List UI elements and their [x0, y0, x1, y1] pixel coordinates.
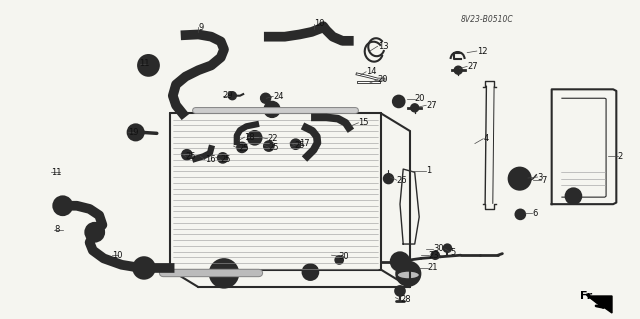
- Text: 30: 30: [339, 252, 349, 261]
- Text: Fr.: Fr.: [580, 291, 595, 301]
- Text: 30: 30: [433, 244, 444, 253]
- Text: 8V23-B0510C: 8V23-B0510C: [461, 15, 513, 24]
- Text: 9: 9: [198, 23, 204, 32]
- Text: 3: 3: [538, 173, 543, 182]
- Circle shape: [58, 201, 68, 211]
- Circle shape: [214, 262, 234, 282]
- Circle shape: [444, 244, 451, 252]
- Circle shape: [393, 95, 404, 108]
- Circle shape: [137, 261, 151, 275]
- Circle shape: [210, 259, 238, 287]
- Circle shape: [399, 265, 417, 283]
- Text: 7: 7: [541, 176, 546, 185]
- Text: 26: 26: [397, 176, 408, 185]
- Text: 15: 15: [358, 118, 369, 127]
- Circle shape: [248, 131, 262, 145]
- Circle shape: [302, 264, 319, 280]
- Circle shape: [220, 154, 226, 161]
- Circle shape: [291, 139, 301, 149]
- Text: 10: 10: [314, 19, 324, 28]
- Circle shape: [131, 127, 141, 137]
- Text: 25: 25: [269, 143, 279, 152]
- Text: 20: 20: [378, 75, 388, 84]
- Circle shape: [213, 263, 235, 284]
- Circle shape: [251, 134, 259, 142]
- Text: 12: 12: [477, 47, 487, 56]
- Text: 22: 22: [268, 134, 278, 143]
- Text: 19: 19: [128, 128, 138, 137]
- Circle shape: [335, 256, 343, 264]
- Circle shape: [383, 174, 394, 184]
- Text: 20: 20: [415, 94, 425, 103]
- Circle shape: [134, 258, 154, 278]
- Text: 8: 8: [54, 225, 60, 234]
- Text: 1: 1: [426, 166, 431, 175]
- Text: 11: 11: [140, 59, 150, 68]
- Circle shape: [391, 253, 409, 271]
- Text: 25: 25: [186, 152, 196, 161]
- Circle shape: [454, 66, 462, 74]
- Circle shape: [266, 143, 272, 150]
- Circle shape: [411, 104, 419, 112]
- Circle shape: [260, 93, 271, 103]
- Text: 24: 24: [273, 92, 284, 101]
- Text: 25: 25: [238, 144, 248, 153]
- Text: 27: 27: [467, 62, 478, 71]
- Text: 2: 2: [618, 152, 623, 161]
- Text: 29: 29: [223, 91, 233, 100]
- Circle shape: [89, 226, 100, 238]
- Circle shape: [138, 56, 159, 75]
- Circle shape: [515, 209, 525, 219]
- Circle shape: [128, 124, 144, 140]
- Circle shape: [86, 223, 104, 241]
- Circle shape: [509, 168, 531, 189]
- Polygon shape: [588, 296, 612, 313]
- Text: 25: 25: [294, 141, 305, 150]
- Text: 11: 11: [51, 168, 61, 177]
- Circle shape: [54, 197, 72, 215]
- Circle shape: [394, 256, 406, 268]
- Circle shape: [237, 142, 247, 152]
- Circle shape: [239, 144, 245, 151]
- Text: 4: 4: [483, 134, 488, 143]
- Text: 6: 6: [532, 209, 538, 218]
- Text: 14: 14: [366, 67, 376, 76]
- Text: 5: 5: [450, 248, 455, 256]
- Text: 17: 17: [299, 139, 310, 148]
- Circle shape: [184, 151, 190, 158]
- Circle shape: [218, 153, 228, 163]
- Circle shape: [395, 286, 405, 296]
- Circle shape: [264, 101, 280, 117]
- Text: 18: 18: [244, 133, 255, 142]
- Text: 25: 25: [221, 155, 231, 164]
- Text: 10: 10: [112, 251, 122, 260]
- Ellipse shape: [397, 271, 420, 279]
- Circle shape: [143, 59, 154, 71]
- Text: 28: 28: [400, 295, 411, 304]
- Text: 16: 16: [205, 155, 216, 164]
- Circle shape: [396, 262, 420, 286]
- Circle shape: [513, 172, 527, 186]
- Circle shape: [292, 141, 299, 148]
- Circle shape: [182, 150, 192, 160]
- Text: 21: 21: [428, 263, 438, 272]
- Circle shape: [566, 188, 582, 204]
- Text: 13: 13: [378, 42, 388, 51]
- Text: 27: 27: [426, 101, 437, 110]
- Circle shape: [228, 92, 236, 100]
- Circle shape: [431, 251, 439, 259]
- Text: 23: 23: [429, 251, 440, 260]
- Circle shape: [264, 141, 274, 151]
